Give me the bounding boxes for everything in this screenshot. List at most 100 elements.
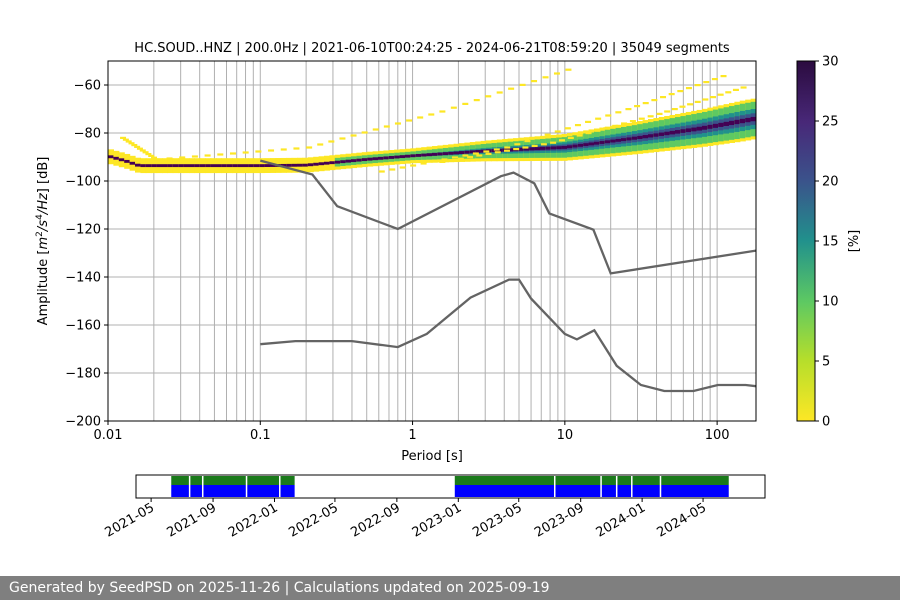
psd-bin [113, 156, 120, 160]
psd-bin [264, 164, 271, 168]
psd-bin [621, 122, 628, 125]
psd-bin [356, 158, 363, 162]
psd-bin [647, 115, 654, 118]
psd-bin [656, 112, 663, 115]
psd-bin [685, 128, 692, 133]
timeline-tick-label: 2021-09 [165, 500, 220, 540]
psd-bin [745, 117, 752, 123]
psd-bin [496, 91, 503, 94]
psd-bin [550, 141, 557, 144]
psd-bin [453, 151, 460, 155]
psd-bin [531, 144, 538, 147]
psd-bin [432, 152, 438, 156]
psd-bin [732, 88, 739, 91]
psd-bin [679, 105, 686, 108]
psd-bin [750, 116, 756, 122]
x-axis-label: Period [s] [401, 449, 463, 464]
psd-bin [361, 131, 368, 134]
psd-bin [595, 117, 602, 120]
psd-bin [531, 80, 538, 83]
psd-bin [129, 161, 136, 165]
psd-bin [162, 164, 168, 168]
psd-bin [660, 96, 667, 99]
psd-bin [550, 146, 557, 150]
psd-bin [544, 133, 551, 136]
psd-bin [508, 87, 515, 90]
timeline-tick-label: 2021-05 [103, 500, 158, 540]
psd-bin [210, 164, 217, 168]
psd-bin [293, 147, 300, 150]
psd-bin [237, 164, 244, 168]
psd-bin [576, 134, 583, 137]
psd-bin [653, 133, 660, 137]
psd-bin [361, 158, 368, 162]
psd-bin [642, 102, 649, 105]
psd-bin [153, 158, 160, 161]
psd-bin [324, 161, 330, 165]
psd-bin [399, 166, 406, 169]
psd-bin [166, 157, 173, 160]
psd-bin [253, 164, 260, 168]
psd-bin [205, 164, 212, 168]
psd-bin [483, 150, 490, 153]
psd-bin [610, 139, 617, 143]
y-tick-label: −100 [65, 175, 101, 190]
psd-bin [664, 131, 671, 136]
data-coverage-timeline [171, 476, 729, 497]
psd-bin [242, 151, 249, 154]
psd-bin [134, 145, 141, 148]
y-axis-ticks: −60 −80 −100 −120 −140 −160 −180 −200 [65, 79, 108, 430]
timeline-ticks: 2021-05 2021-09 2022-01 2022-05 2022-09 2023-… [103, 498, 709, 541]
coverage-gap [188, 476, 191, 497]
psd-histogram [108, 68, 756, 174]
psd-bin [687, 103, 694, 106]
psd-bin [567, 136, 574, 139]
psd-bin [372, 157, 379, 161]
psd-bin [431, 160, 438, 163]
coverage-bar-top [454, 476, 729, 485]
psd-bin [439, 160, 446, 163]
timeline-tick-label: 2024-01 [594, 500, 649, 540]
psd-bin [594, 141, 600, 145]
coverage-gap [201, 476, 204, 497]
psd-bin [156, 164, 163, 168]
timeline-frame [135, 474, 766, 499]
psd-bin [313, 162, 320, 166]
psd-bin [329, 161, 336, 165]
psd-bin [696, 126, 703, 131]
coverage-bar-bottom [454, 485, 729, 497]
psd-bin [556, 146, 563, 150]
psd-bin [723, 121, 730, 126]
psd-bin [351, 159, 357, 163]
psd-bin [415, 153, 422, 157]
coverage-gap [279, 476, 281, 497]
psd-bin [485, 152, 492, 155]
coverage-gap [659, 476, 662, 497]
timeline-tick-label: 2022-09 [348, 500, 403, 540]
psd-bin [642, 135, 649, 139]
psd-bin [125, 140, 132, 143]
psd-bin [194, 164, 201, 168]
psd-bin [136, 147, 143, 150]
psd-bin [524, 140, 531, 143]
psd-bin [615, 111, 622, 114]
psd-bin [457, 157, 464, 160]
psd-bin [572, 144, 579, 148]
colorbar-tick-label: 10 [822, 295, 839, 310]
psd-bin [648, 134, 654, 138]
y-tick-label: −160 [65, 319, 101, 334]
timeline-tick-label: 2023-09 [532, 500, 587, 540]
psd-bin [179, 156, 186, 159]
psd-bin [191, 155, 198, 158]
colorbar-tick-label: 15 [822, 235, 839, 250]
psd-bin [172, 164, 179, 168]
coverage-bar-top [171, 476, 295, 485]
psd-bin [702, 98, 709, 101]
psd-bin [145, 153, 152, 156]
psd-bin [740, 86, 747, 89]
psd-bin [417, 116, 424, 119]
psd-bin [270, 164, 276, 167]
footer-text: Generated by SeedPSD on 2025-11-26 | Cal… [9, 580, 550, 596]
psd-bin [594, 129, 601, 132]
